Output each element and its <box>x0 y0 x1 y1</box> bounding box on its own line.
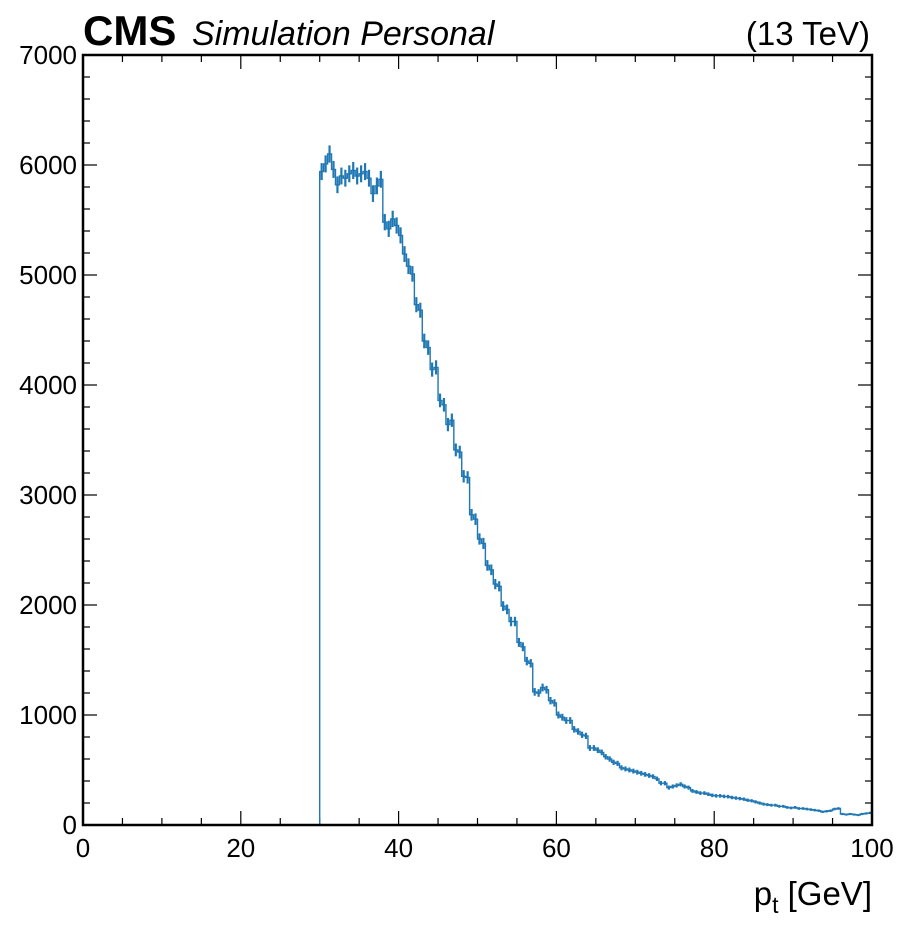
plot-frame <box>81 53 874 827</box>
y-tick-label: 5000 <box>19 260 77 290</box>
x-axis-title-sub: t <box>772 892 779 918</box>
x-tick-label: 20 <box>226 833 255 863</box>
x-axis-title: pt [GeV] <box>754 875 872 918</box>
x-tick-label: 0 <box>76 833 90 863</box>
axis-ticks <box>82 54 873 826</box>
y-tick-label: 2000 <box>19 590 77 620</box>
error-bars <box>320 145 872 817</box>
tick-labels: 0 20 40 60 80 1000100020003000400050006000700… <box>19 40 894 863</box>
y-tick-label: 0 <box>63 810 77 840</box>
x-axis-title-unit: [GeV] <box>778 875 872 912</box>
histogram-step-line <box>319 153 872 825</box>
y-tick-label: 7000 <box>19 40 77 70</box>
y-tick-label: 4000 <box>19 370 77 400</box>
x-tick-label: 80 <box>700 833 729 863</box>
experiment-label: CMS <box>83 7 176 54</box>
y-tick-label: 6000 <box>19 150 77 180</box>
histogram-series <box>319 153 872 825</box>
x-axis-title-main: p <box>754 875 772 912</box>
y-tick-label: 3000 <box>19 480 77 510</box>
x-tick-label: 40 <box>384 833 413 863</box>
status-label: Simulation Personal <box>192 15 496 53</box>
x-tick-label: 100 <box>850 833 893 863</box>
x-tick-label: 60 <box>542 833 571 863</box>
y-tick-label: 1000 <box>19 700 77 730</box>
energy-label: (13 TeV) <box>746 15 870 52</box>
